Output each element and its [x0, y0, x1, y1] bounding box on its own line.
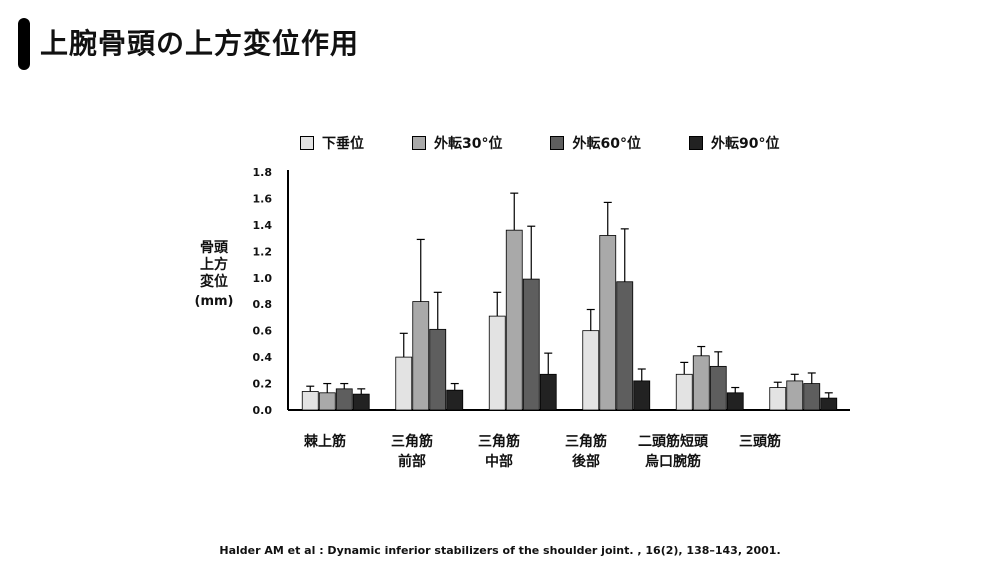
legend-label: 下垂位	[322, 136, 364, 152]
legend-swatch	[550, 136, 565, 150]
bar	[675, 373, 693, 411]
bar	[582, 330, 600, 411]
bar	[709, 365, 727, 411]
bar	[786, 380, 804, 411]
bar	[599, 235, 617, 411]
y-tick-label: 1.8	[253, 166, 273, 179]
legend-label: 外転90°位	[710, 136, 780, 152]
bar	[335, 388, 353, 411]
bar	[820, 397, 838, 411]
citation: Halder AM et al : Dynamic inferior stabi…	[219, 544, 781, 557]
legend-item: 外転60°位	[550, 133, 641, 153]
bar	[429, 328, 447, 411]
y-tick-label: 1.4	[253, 219, 273, 232]
y-axis-unit: (mm)	[194, 294, 234, 309]
legend-swatch	[688, 136, 703, 150]
legend-item: 外転90°位	[688, 133, 780, 153]
legend-item: 外転30°位	[412, 133, 502, 153]
y-tick-label: 0.0	[253, 404, 273, 417]
page-title: 上腕骨頭の上方変位作用	[40, 27, 360, 60]
y-tick-label: 1.2	[253, 245, 273, 258]
y-tick-label: 0.8	[253, 298, 273, 311]
y-axis-label: 骨頭上方変位 (mm)	[194, 240, 234, 310]
category-label: 三角筋 中部	[478, 434, 520, 470]
bar	[352, 393, 370, 411]
y-tick-label: 0.2	[253, 378, 273, 391]
y-tick-label: 0.4	[253, 351, 273, 364]
bar	[488, 315, 506, 411]
bar	[301, 391, 319, 411]
category-label: 三角筋 後部	[565, 434, 607, 470]
bar	[395, 356, 413, 411]
category-label: 棘上筋	[304, 434, 346, 450]
bar	[412, 301, 430, 411]
bar	[539, 373, 557, 411]
y-tick-label: 1.0	[253, 272, 273, 285]
bar	[318, 392, 336, 411]
bar	[446, 389, 464, 411]
legend-label: 外転30°位	[434, 136, 503, 152]
title-accent-bar	[18, 18, 30, 70]
bar	[803, 383, 821, 411]
bar	[505, 229, 523, 411]
bar	[633, 380, 651, 411]
category-label: 二頭筋短頭 烏口腕筋	[638, 434, 708, 470]
legend-swatch	[300, 136, 314, 150]
y-tick-label: 0.6	[253, 325, 273, 338]
y-axis-title: 骨頭上方変位	[200, 240, 228, 290]
bar	[769, 387, 787, 411]
category-label: 三角筋 前部	[391, 434, 433, 470]
chart-legend: 下垂位 外転30°位 外転60°位 外転90°位	[300, 132, 779, 154]
legend-label: 外転60°位	[572, 136, 641, 152]
bar	[726, 392, 744, 411]
y-tick-label: 1.6	[253, 192, 273, 205]
legend-swatch	[412, 136, 426, 150]
bar	[692, 355, 710, 411]
bar	[522, 278, 540, 411]
bar	[616, 281, 634, 411]
category-label: 三頭筋	[739, 434, 781, 450]
legend-item: 下垂位	[300, 133, 364, 153]
